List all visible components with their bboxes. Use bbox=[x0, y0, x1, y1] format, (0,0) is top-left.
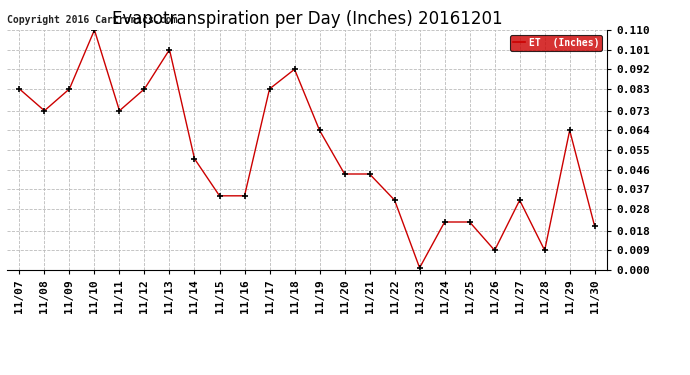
Title: Evapotranspiration per Day (Inches) 20161201: Evapotranspiration per Day (Inches) 2016… bbox=[112, 10, 502, 28]
Text: Copyright 2016 Cartronics.com: Copyright 2016 Cartronics.com bbox=[7, 15, 177, 25]
Legend: ET  (Inches): ET (Inches) bbox=[511, 35, 602, 51]
